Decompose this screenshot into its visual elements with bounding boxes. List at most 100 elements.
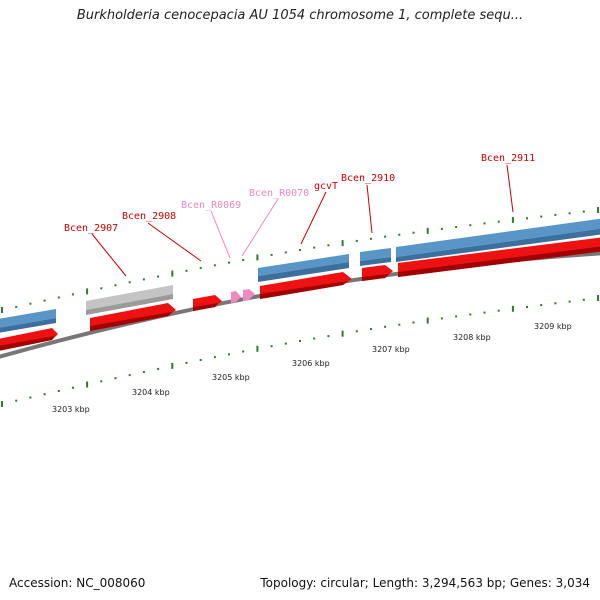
label-gcvT[interactable]: gcvT — [314, 181, 338, 192]
minor-tick — [29, 396, 32, 399]
label-Bcen_R0070[interactable]: Bcen_R0070 — [249, 188, 309, 199]
label-Bcen_2910[interactable]: Bcen_2910 — [341, 173, 395, 184]
minor-tick — [299, 249, 301, 251]
minor-tick — [242, 259, 245, 261]
gene-bar-reverse-2911[interactable] — [396, 218, 600, 262]
scale-label: 3203 kbp — [52, 405, 90, 414]
minor-tick — [299, 340, 301, 342]
minor-tick — [114, 284, 117, 287]
minor-tick — [128, 374, 131, 377]
minor-tick — [554, 213, 557, 216]
minor-tick — [440, 317, 443, 320]
minor-tick — [497, 309, 500, 312]
minor-tick — [526, 217, 528, 220]
minor-tick — [228, 261, 230, 264]
major-tick — [597, 207, 599, 213]
minor-tick — [370, 237, 372, 240]
minor-tick — [72, 293, 74, 296]
minor-tick — [185, 361, 188, 364]
minor-tick — [157, 367, 160, 370]
minor-tick — [185, 269, 188, 272]
scale-label: 3207 kbp — [372, 345, 410, 354]
minor-tick — [15, 305, 18, 308]
minor-tick — [455, 315, 458, 318]
accession-text: Accession: NC_008060 — [9, 576, 146, 590]
minor-tick — [540, 215, 543, 218]
rna-arrow-Bcen_R0070[interactable] — [243, 289, 255, 301]
minor-tick — [355, 330, 358, 333]
minor-tick — [242, 350, 245, 353]
upper-tick-row — [1, 207, 599, 313]
minor-tick — [57, 390, 60, 392]
gene-arrow-forward-left[interactable] — [0, 328, 58, 351]
minor-tick — [455, 226, 458, 228]
minor-tick — [199, 359, 202, 361]
minor-tick — [284, 342, 287, 345]
sequence-title: Burkholderia cenocepacia AU 1054 chromos… — [76, 8, 524, 23]
scale-label: 3206 kbp — [292, 359, 330, 368]
minor-tick — [142, 278, 145, 281]
minor-tick — [313, 337, 316, 340]
minor-tick — [213, 356, 216, 359]
gene-arrow-Bcen_2908[interactable] — [193, 295, 222, 311]
gene-arrow-gcvT[interactable] — [260, 272, 352, 299]
major-tick — [86, 381, 89, 388]
pseudogene-bar[interactable] — [86, 285, 173, 315]
minor-tick — [142, 371, 145, 373]
gene-bar-reverse-2910[interactable] — [360, 248, 391, 266]
reverse-strand-track — [0, 218, 600, 333]
rna-arrow-Bcen_R0069[interactable] — [231, 291, 241, 303]
gene-bar-reverse-gcvT[interactable] — [258, 254, 349, 282]
minor-tick — [398, 233, 401, 236]
lower-tick-row — [1, 295, 599, 407]
major-tick — [86, 288, 89, 295]
minor-tick — [526, 306, 528, 308]
forward-strand-track — [0, 237, 600, 351]
scale-label: 3205 kbp — [212, 373, 250, 382]
gene-bar-reverse-left[interactable] — [0, 309, 56, 333]
scale-labels: 3203 kbp 3204 kbp 3205 kbp 3206 kbp 3207… — [52, 322, 572, 414]
minor-tick — [384, 235, 387, 238]
major-tick — [171, 362, 174, 369]
minor-tick — [398, 323, 401, 326]
minor-tick — [483, 311, 486, 314]
major-tick — [256, 345, 259, 352]
major-tick — [256, 254, 259, 261]
minor-tick — [384, 325, 387, 328]
label-Bcen_2908[interactable]: Bcen_2908 — [122, 211, 176, 222]
minor-tick — [412, 321, 415, 324]
scale-label: 3204 kbp — [132, 388, 170, 397]
minor-tick — [157, 275, 160, 278]
minor-tick — [199, 267, 202, 269]
major-tick — [1, 307, 3, 313]
label-Bcen_R0069[interactable]: Bcen_R0069 — [181, 200, 241, 211]
minor-tick — [582, 298, 585, 301]
minor-tick — [370, 328, 372, 331]
label-Bcen_2911[interactable]: Bcen_2911 — [481, 153, 535, 164]
major-tick — [1, 401, 3, 407]
gene-arrow-Bcen_2907[interactable] — [90, 303, 176, 331]
minor-tick — [440, 227, 443, 230]
minor-tick — [72, 386, 74, 389]
feature-labels: Bcen_2907 Bcen_2908 Bcen_R0069 Bcen_R007… — [64, 153, 535, 234]
minor-tick — [568, 212, 571, 215]
major-tick — [341, 330, 344, 337]
minor-tick — [100, 380, 103, 383]
minor-tick — [213, 264, 216, 267]
minor-tick — [540, 304, 543, 307]
minor-tick — [270, 345, 273, 348]
label-leader-lines — [91, 164, 514, 277]
minor-tick — [284, 251, 287, 254]
minor-tick — [355, 239, 358, 242]
minor-tick — [483, 222, 486, 225]
gene-arrow-Bcen_2910[interactable] — [362, 265, 393, 281]
major-tick — [511, 216, 514, 223]
major-tick — [597, 295, 599, 301]
label-Bcen_2907[interactable]: Bcen_2907 — [64, 223, 118, 234]
minor-tick — [554, 302, 557, 305]
minor-tick — [497, 220, 500, 223]
major-tick — [426, 317, 429, 324]
gene-arrow-Bcen_2911[interactable] — [398, 237, 600, 277]
